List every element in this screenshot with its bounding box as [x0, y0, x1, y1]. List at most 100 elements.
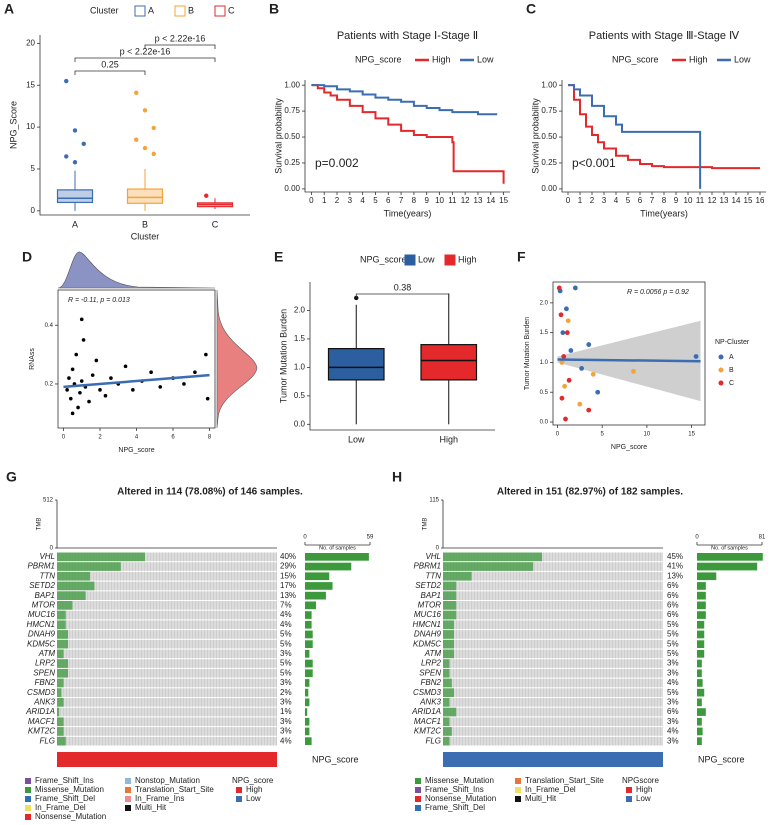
percent-label: 5%: [667, 649, 679, 658]
point: [566, 377, 572, 383]
x-tick-label: 1: [322, 196, 327, 205]
outlier: [151, 125, 156, 131]
gene-label: MACF1: [28, 717, 55, 726]
sample-bar: [697, 727, 703, 736]
legend-swatch: [174, 5, 186, 17]
matrix-row: [443, 620, 663, 630]
legend-swatch: [626, 796, 632, 802]
legend-title: NPG_score: [232, 776, 274, 785]
panel-label: H: [392, 469, 402, 485]
point: [595, 389, 601, 395]
mutation-band: [443, 688, 454, 697]
annotation: R = -0.11, p = 0.013: [68, 297, 130, 304]
legend-label: A: [148, 5, 154, 15]
group-band-label: NPG_score: [312, 754, 359, 764]
percent-label: 5%: [280, 659, 292, 668]
samples-tick-label: 0: [695, 535, 699, 541]
tmb-axis: [56, 500, 277, 549]
matrix-row: [57, 649, 277, 659]
gene-label: DNAH9: [414, 630, 442, 639]
point: [563, 416, 568, 422]
samples-tick-label: 59: [367, 535, 374, 541]
gene-label: CSMD3: [27, 688, 56, 697]
x-tick-label: B: [142, 219, 148, 229]
y-tick-label: 2.0: [294, 306, 306, 315]
point: [558, 312, 564, 318]
gene-label: CSMD3: [413, 688, 442, 697]
mutation-band: [443, 571, 472, 581]
x-axis-label: NPG_score: [118, 447, 154, 454]
x-tick-label: 2: [98, 435, 102, 441]
percent-label: 4%: [280, 620, 292, 629]
legend-label: Missense_Mutation: [425, 776, 494, 785]
percent-label: 5%: [667, 639, 679, 648]
point: [149, 370, 153, 375]
samples-label: No. of samples: [319, 545, 356, 551]
tmb-label: TMB: [423, 518, 429, 531]
matrix-row: [57, 601, 277, 610]
legend-label: In_Frame_Ins: [135, 794, 184, 803]
matrix-row: [57, 698, 277, 707]
y-axis-label: Tumor Mutation Burden: [278, 309, 288, 403]
point: [693, 354, 699, 359]
x-tick-label: 5: [601, 432, 605, 438]
tmb-tick-label: 512: [43, 498, 54, 504]
percent-label: 4%: [280, 736, 292, 745]
point: [564, 330, 570, 336]
gene-label: KDM5C: [413, 639, 441, 648]
sample-bar: [697, 737, 702, 745]
x-tick-label: 12: [708, 196, 717, 205]
matrix-row: [443, 630, 663, 639]
gene-label: SPEN: [33, 668, 55, 677]
sample-bar: [697, 572, 717, 581]
point: [560, 330, 566, 336]
legend-swatch: [415, 805, 421, 811]
gene-label: KDM5C: [27, 639, 55, 648]
y-tick-label: 10: [26, 122, 35, 131]
point: [158, 385, 163, 389]
legend-label: In_Frame_Del: [525, 785, 576, 794]
percent-label: 6%: [667, 581, 679, 590]
gene-label: HMCN1: [413, 620, 441, 629]
matrix-row: [443, 601, 663, 610]
legend-label: Missense_Mutation: [35, 785, 104, 794]
mutation-band: [443, 591, 457, 600]
mutation-band: [443, 727, 452, 736]
density-right: [216, 289, 258, 429]
mutation-band: [57, 707, 60, 717]
panel-label: C: [526, 1, 536, 17]
gene-label: ATM: [38, 649, 56, 658]
matrix-row: [57, 678, 277, 688]
gene-label: PBRM1: [413, 562, 441, 571]
y-tick-label: 0: [31, 206, 36, 215]
x-tick-label: 9: [674, 196, 679, 205]
tmb-axis: [442, 500, 663, 549]
gene-label: BAP1: [35, 591, 55, 600]
sample-bar: [305, 553, 369, 561]
point: [182, 382, 186, 386]
matrix-row: [57, 562, 277, 571]
legend-label: High: [432, 54, 451, 64]
gene-label: MTOR: [418, 600, 442, 609]
outlier: [204, 193, 209, 198]
percent-label: 3%: [280, 649, 292, 658]
x-tick-label: 10: [435, 196, 444, 205]
gene-label: FLG: [39, 736, 55, 745]
panel-label: D: [22, 249, 32, 265]
legend-swatch: [134, 5, 146, 17]
matrix-row: [57, 591, 277, 600]
sample-bar: [305, 717, 310, 726]
x-tick-label: 10: [644, 432, 651, 438]
samples-label: No. of samples: [711, 545, 748, 551]
y-tick-label: 0.5: [294, 391, 306, 400]
tmb-tick-label: 0: [50, 546, 54, 552]
legend-swatch: [125, 787, 131, 793]
panel-label: B: [269, 1, 279, 17]
gene-label: DNAH9: [28, 630, 56, 639]
mutation-band: [57, 668, 68, 678]
gene-label: HMCN1: [27, 620, 55, 629]
legend-label: Multi_Hit: [525, 794, 557, 803]
matrix-row: [443, 659, 663, 668]
legend-label: Frame_Shift_Del: [425, 803, 485, 812]
sample-bar: [305, 611, 312, 619]
